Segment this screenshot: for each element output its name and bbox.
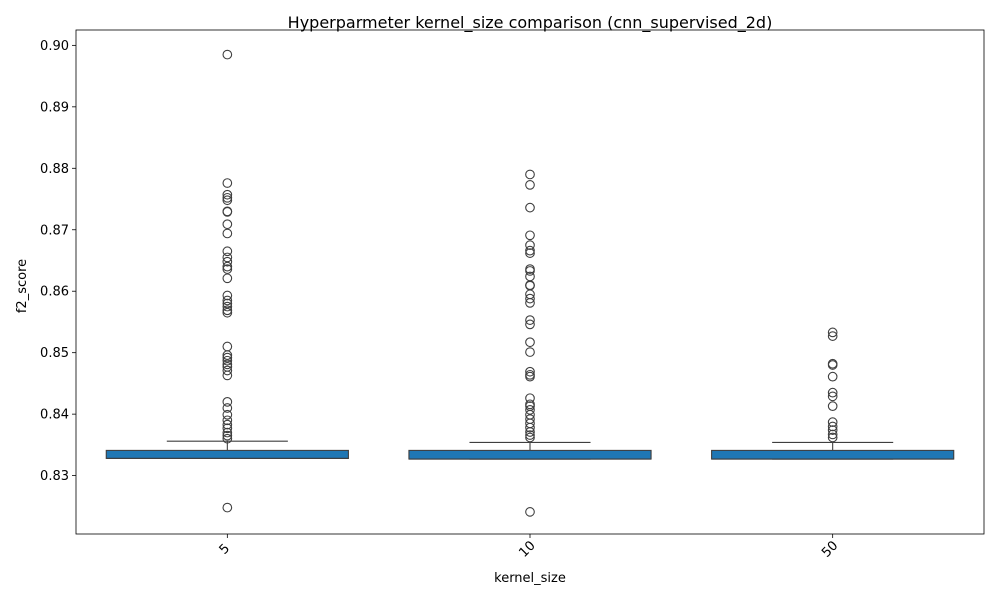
outlier-point [222, 295, 233, 306]
outlier-point [222, 207, 233, 217]
outlier-point [222, 355, 233, 366]
x-axis-label: kernel_size [494, 571, 566, 586]
outlier-point [525, 280, 535, 291]
outlier-point [525, 319, 535, 330]
outlier-point [222, 403, 233, 413]
outlier-point [222, 423, 233, 434]
outlier-point [222, 365, 233, 376]
outlier-point [222, 419, 233, 430]
outlier-point [222, 350, 233, 360]
outlier-point [525, 337, 535, 348]
outlier-point [222, 49, 233, 60]
outlier-point [525, 230, 535, 241]
y-tick-label: 0.87 [40, 223, 69, 238]
outlier-point [222, 252, 233, 263]
outlier-point [525, 169, 535, 180]
y-axis-label: f2_score [15, 259, 30, 313]
outlier-point [525, 404, 535, 415]
outlier-point [222, 246, 233, 257]
outlier-point [222, 178, 233, 188]
outlier-point [222, 433, 233, 444]
outlier-point [827, 421, 838, 432]
outlier-point [222, 219, 233, 230]
outlier-point [525, 432, 535, 443]
outlier-point [222, 415, 233, 426]
y-tick-label: 0.84 [40, 408, 69, 423]
outlier-point [525, 315, 535, 325]
outlier-point [827, 425, 838, 435]
outlier-point [827, 417, 838, 427]
outlier-point [827, 387, 838, 398]
outlier-point [827, 429, 838, 440]
iqr-box [105, 449, 349, 459]
box-group-5 [105, 49, 349, 513]
outlier-point [222, 273, 233, 284]
outlier-point [222, 264, 233, 274]
outlier-point [525, 293, 535, 304]
iqr-box [711, 449, 955, 460]
outlier-point [525, 430, 535, 440]
y-tick-label: 0.89 [40, 100, 69, 115]
outlier-point [525, 245, 535, 256]
box-group-10 [408, 169, 652, 517]
outlier-point [827, 327, 838, 338]
outlier-point [827, 360, 838, 370]
plot-area: 0.83 0.84 0.85 0.86 0.87 0.88 0.89 0.90 5 10 50 [40, 39, 955, 561]
outlier-point [827, 371, 838, 382]
outlier-point [525, 180, 535, 190]
y-tick-label: 0.86 [40, 285, 69, 300]
outlier-point [222, 352, 233, 363]
outlier-point [222, 307, 233, 318]
outlier-point [827, 331, 838, 341]
outlier-point [525, 248, 535, 258]
y-tick-label: 0.88 [40, 162, 69, 177]
outlier-point [222, 359, 233, 370]
outlier-point [525, 371, 535, 382]
outlier-point [222, 192, 233, 203]
box-group-50 [711, 327, 955, 460]
outlier-point [222, 189, 233, 200]
outlier-point [525, 240, 535, 250]
outlier-point [222, 502, 233, 513]
outlier-point [222, 430, 233, 441]
outlier-point [222, 427, 233, 438]
y-tick-label: 0.90 [40, 39, 69, 54]
outlier-point [525, 202, 535, 213]
outlier-point [827, 401, 838, 412]
outlier-point [222, 290, 233, 301]
outlier-point [222, 341, 233, 352]
iqr-box [408, 449, 652, 460]
outlier-point [525, 366, 535, 377]
x-tick-label: 5 [217, 541, 233, 557]
outlier-point [827, 391, 838, 402]
outlier-point [525, 393, 535, 404]
outlier-point [222, 261, 233, 272]
outlier-point [827, 432, 838, 443]
y-tick-label: 0.83 [40, 469, 69, 484]
outlier-point [525, 298, 535, 308]
outlier-point [222, 195, 233, 206]
x-tick-label: 50 [819, 538, 841, 560]
outlier-point [525, 347, 535, 357]
outlier-point [222, 305, 233, 316]
outlier-point [222, 298, 233, 309]
plot-frame [75, 29, 985, 535]
outlier-point [222, 370, 233, 381]
outlier-point [222, 256, 233, 267]
y-tick-label: 0.85 [40, 346, 69, 361]
outlier-point [525, 266, 535, 276]
outlier-point [222, 397, 233, 407]
x-tick-label: 10 [516, 538, 538, 560]
outlier-point [525, 427, 535, 437]
outlier-point [222, 409, 233, 420]
outlier-point [525, 422, 535, 433]
outlier-point [525, 507, 535, 517]
chart-title: Hyperparmeter kernel_size comparison (cn… [288, 13, 773, 33]
outlier-point [222, 228, 233, 239]
outlier-point [222, 301, 233, 312]
